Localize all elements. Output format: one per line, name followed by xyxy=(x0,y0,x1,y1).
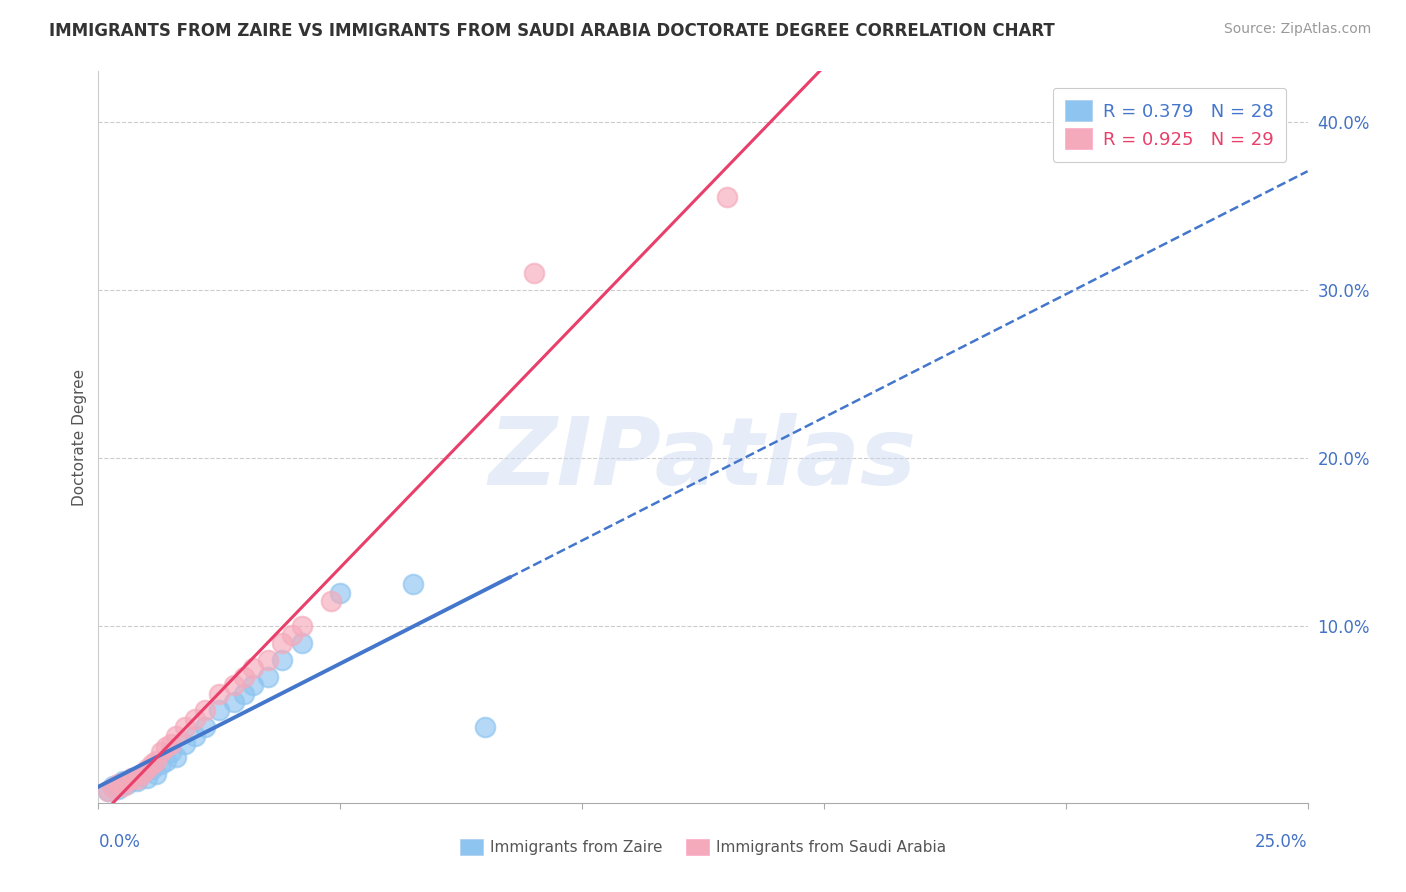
Point xyxy=(97,784,120,798)
Point xyxy=(194,720,217,734)
Point xyxy=(135,771,157,785)
Point xyxy=(329,585,352,599)
Point xyxy=(242,678,264,692)
Point xyxy=(184,712,207,726)
Point xyxy=(127,772,149,787)
Point xyxy=(107,777,129,791)
Point xyxy=(160,745,183,759)
Point xyxy=(281,627,304,641)
Point xyxy=(165,729,187,743)
Point xyxy=(141,757,163,772)
Point xyxy=(523,266,546,280)
Point xyxy=(145,754,167,768)
Point xyxy=(145,767,167,781)
Point xyxy=(127,773,149,788)
Point xyxy=(155,740,177,755)
Point xyxy=(97,784,120,798)
Point xyxy=(232,670,254,684)
Point xyxy=(117,777,139,791)
Point xyxy=(160,737,183,751)
Point xyxy=(271,653,294,667)
Point xyxy=(155,754,177,768)
Point xyxy=(135,762,157,776)
Point xyxy=(290,619,312,633)
Point xyxy=(222,678,245,692)
Point xyxy=(184,729,207,743)
Point xyxy=(194,703,217,717)
Point xyxy=(208,703,231,717)
Point xyxy=(101,780,124,795)
Point xyxy=(121,771,143,785)
Point xyxy=(131,767,153,781)
Point xyxy=(117,773,139,788)
Point xyxy=(222,695,245,709)
Point xyxy=(256,670,278,684)
Point xyxy=(121,771,143,785)
Point xyxy=(174,720,197,734)
Point xyxy=(165,750,187,764)
Point xyxy=(402,577,425,591)
Point xyxy=(319,594,342,608)
Point xyxy=(141,762,163,776)
Point xyxy=(150,757,173,772)
Point xyxy=(111,779,134,793)
Point xyxy=(111,773,134,788)
Text: 25.0%: 25.0% xyxy=(1256,833,1308,851)
Text: IMMIGRANTS FROM ZAIRE VS IMMIGRANTS FROM SAUDI ARABIA DOCTORATE DEGREE CORRELATI: IMMIGRANTS FROM ZAIRE VS IMMIGRANTS FROM… xyxy=(49,22,1054,40)
Point xyxy=(256,653,278,667)
Point xyxy=(150,745,173,759)
Point xyxy=(716,190,738,204)
Point xyxy=(271,636,294,650)
Point xyxy=(242,661,264,675)
Point xyxy=(232,686,254,700)
Point xyxy=(174,737,197,751)
Legend: Immigrants from Zaire, Immigrants from Saudi Arabia: Immigrants from Zaire, Immigrants from S… xyxy=(454,833,952,861)
Point xyxy=(208,686,231,700)
Text: 0.0%: 0.0% xyxy=(98,833,141,851)
Text: ZIPatlas: ZIPatlas xyxy=(489,413,917,505)
Point xyxy=(101,779,124,793)
Point xyxy=(474,720,496,734)
Point xyxy=(131,767,153,781)
Point xyxy=(107,782,129,797)
Y-axis label: Doctorate Degree: Doctorate Degree xyxy=(72,368,87,506)
Point xyxy=(290,636,312,650)
Text: Source: ZipAtlas.com: Source: ZipAtlas.com xyxy=(1223,22,1371,37)
